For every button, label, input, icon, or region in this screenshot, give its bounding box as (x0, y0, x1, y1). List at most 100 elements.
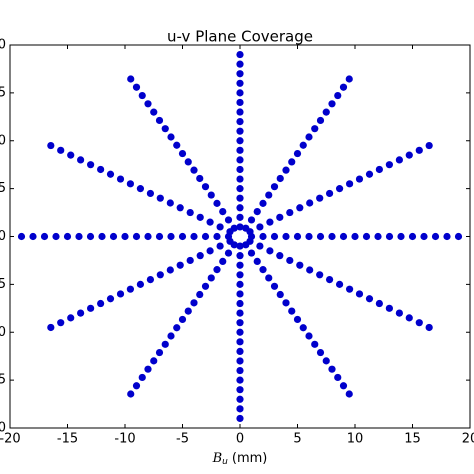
point (150, 108, 158, 116)
point (236, 70, 244, 78)
point (40, 232, 49, 241)
point (276, 252, 284, 260)
point (253, 257, 261, 265)
point (87, 304, 95, 312)
point (213, 232, 221, 241)
point (155, 116, 164, 125)
point (236, 194, 244, 202)
point (206, 218, 214, 226)
point (173, 324, 181, 332)
point (425, 141, 433, 150)
point (236, 319, 244, 327)
point (328, 232, 336, 241)
point (146, 275, 155, 284)
point (296, 261, 304, 269)
point (67, 151, 75, 159)
point (325, 275, 334, 284)
point (144, 365, 152, 373)
x-tick-label: -15 (57, 432, 78, 447)
point (259, 266, 267, 274)
x-tick-label: -10 (114, 432, 135, 447)
y-tick-label: 0 (0, 229, 6, 244)
point (236, 98, 244, 107)
point (374, 232, 382, 241)
x-axis-subscript: u (222, 457, 228, 467)
point (144, 232, 152, 241)
point (265, 191, 273, 199)
point (339, 83, 348, 91)
point (299, 141, 307, 149)
point (405, 151, 413, 159)
point (236, 386, 244, 394)
point (293, 232, 302, 241)
point (155, 232, 164, 241)
point (296, 204, 304, 212)
point (132, 83, 141, 91)
point (322, 108, 330, 116)
point (305, 232, 313, 241)
point (425, 323, 433, 332)
x-tick-label: 5 (293, 432, 301, 447)
y-tick-label: 20 (0, 38, 6, 53)
point (282, 299, 290, 307)
point (86, 232, 95, 241)
point (57, 319, 65, 327)
point (236, 137, 244, 145)
point (311, 340, 319, 348)
point (236, 165, 244, 174)
point (167, 232, 175, 241)
point (236, 414, 244, 423)
point (306, 266, 314, 274)
point (266, 247, 274, 255)
point (77, 309, 85, 317)
point (17, 232, 26, 241)
point (230, 241, 238, 249)
y-tick-label: 15 (0, 85, 6, 100)
point (293, 315, 302, 324)
point (405, 314, 413, 322)
point (247, 216, 256, 224)
point (97, 299, 105, 308)
point (288, 307, 296, 315)
point (443, 232, 451, 241)
point (155, 348, 164, 357)
point (236, 405, 244, 413)
point (116, 290, 125, 298)
point (224, 249, 233, 257)
x-tick-label: 20 (462, 432, 474, 447)
point (236, 357, 244, 365)
point (431, 232, 440, 241)
x-tick-label: -5 (176, 432, 189, 447)
point (161, 125, 169, 133)
point (345, 180, 354, 188)
point (256, 223, 264, 231)
point (106, 295, 115, 303)
point (236, 280, 244, 288)
point (355, 290, 364, 298)
point (150, 357, 158, 365)
point (224, 216, 233, 224)
point (236, 261, 244, 269)
point (132, 232, 141, 241)
point (167, 332, 175, 340)
point (236, 223, 244, 231)
point (236, 338, 244, 346)
point (176, 261, 184, 269)
point (216, 223, 224, 231)
point (236, 242, 244, 250)
point (362, 232, 371, 241)
point (322, 357, 330, 365)
point (236, 299, 244, 308)
point (236, 50, 244, 59)
point (173, 141, 181, 149)
point (106, 170, 115, 178)
point (276, 174, 284, 183)
point (75, 232, 83, 241)
point (98, 232, 106, 241)
point (146, 189, 155, 198)
point (63, 232, 72, 241)
point (126, 180, 135, 188)
point (328, 365, 336, 373)
point (242, 224, 250, 232)
